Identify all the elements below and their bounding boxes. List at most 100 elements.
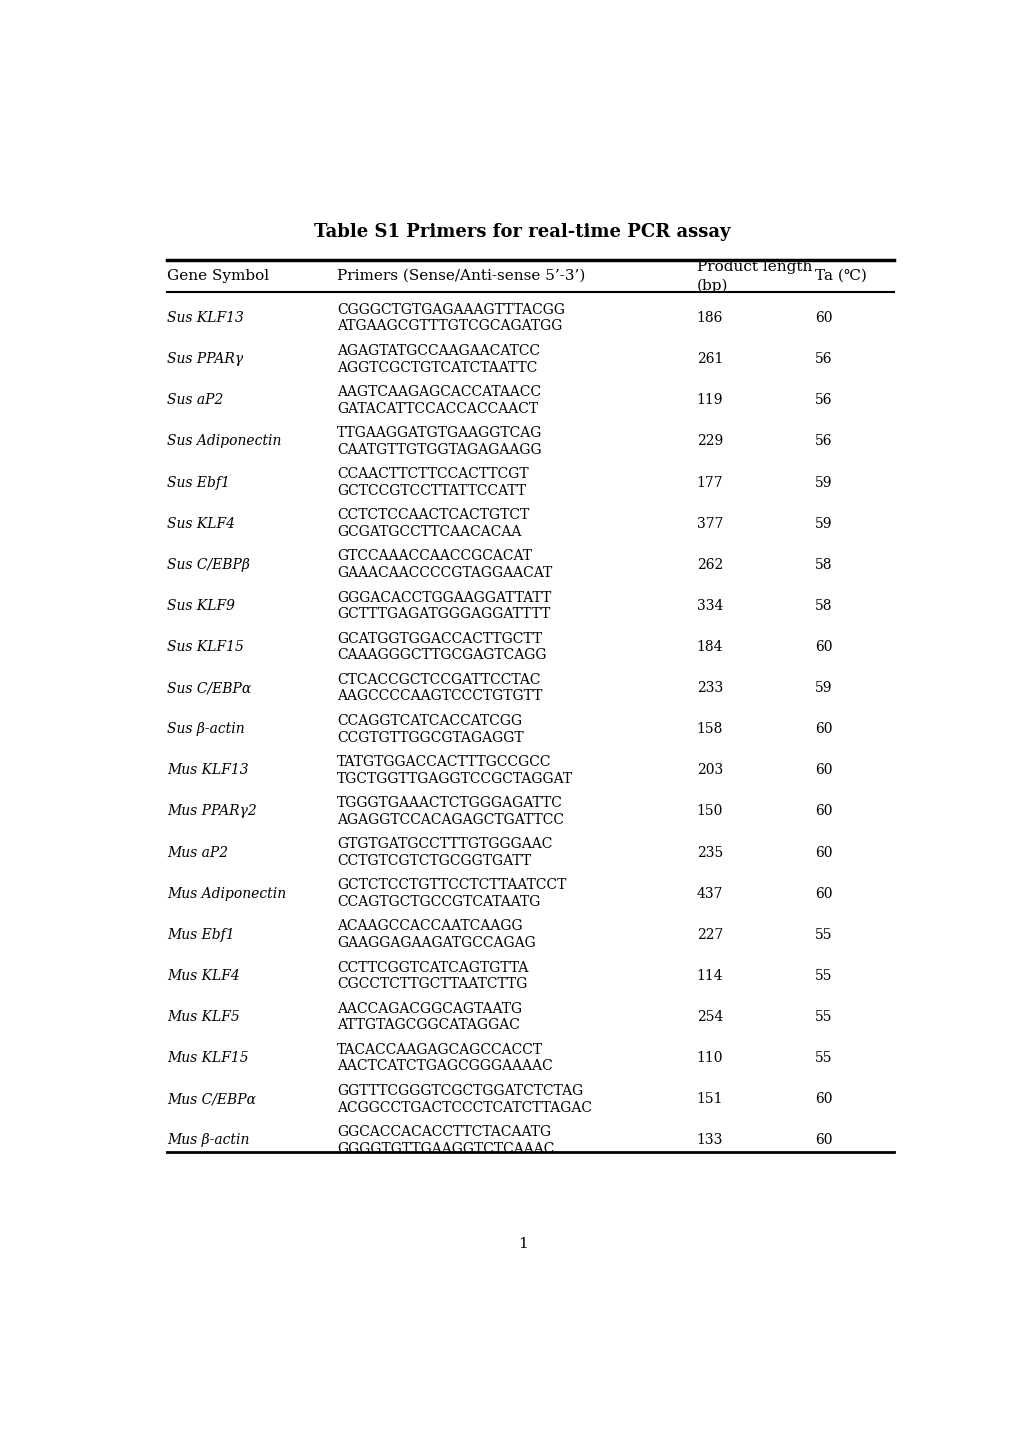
Text: AAGCCCCAAGTCCCTGTGTT: AAGCCCCAAGTCCCTGTGTT	[336, 690, 542, 704]
Text: AGGTCGCTGTCATCTAATTC: AGGTCGCTGTCATCTAATTC	[336, 361, 537, 375]
Text: ATTGTAGCGGCATAGGAC: ATTGTAGCGGCATAGGAC	[336, 1019, 520, 1032]
Text: Sus C/EBPα: Sus C/EBPα	[167, 681, 251, 696]
Text: GCTCCGTCCTTATTCCATT: GCTCCGTCCTTATTCCATT	[336, 483, 526, 498]
Text: Ta (℃): Ta (℃)	[814, 268, 866, 283]
Text: GAAGGAGAAGATGCCAGAG: GAAGGAGAAGATGCCAGAG	[336, 937, 535, 949]
Text: 60: 60	[814, 312, 832, 325]
Text: 55: 55	[814, 928, 832, 942]
Text: GCTCTCCTGTTCCTCTTAATCCT: GCTCTCCTGTTCCTCTTAATCCT	[336, 879, 566, 892]
Text: 186: 186	[696, 312, 722, 325]
Text: 58: 58	[814, 558, 832, 571]
Text: AACTCATCTGAGCGGGAAAAC: AACTCATCTGAGCGGGAAAAC	[336, 1059, 552, 1074]
Text: CCTTCGGTCATCAGTGTTA: CCTTCGGTCATCAGTGTTA	[336, 961, 528, 974]
Text: CCTGTCGTCTGCGGTGATT: CCTGTCGTCTGCGGTGATT	[336, 854, 531, 867]
Text: TGCTGGTTGAGGTCCGCTAGGAT: TGCTGGTTGAGGTCCGCTAGGAT	[336, 772, 573, 786]
Text: CCAGTGCTGCCGTCATAATG: CCAGTGCTGCCGTCATAATG	[336, 895, 540, 909]
Text: Sus C/EBPβ: Sus C/EBPβ	[167, 558, 250, 571]
Text: Gene Symbol: Gene Symbol	[167, 268, 269, 283]
Text: 59: 59	[814, 517, 832, 531]
Text: Mus KLF5: Mus KLF5	[167, 1010, 239, 1025]
Text: 177: 177	[696, 476, 722, 489]
Text: 334: 334	[696, 599, 722, 613]
Text: 60: 60	[814, 846, 832, 860]
Text: Sus β-actin: Sus β-actin	[167, 723, 245, 736]
Text: Mus Ebf1: Mus Ebf1	[167, 928, 234, 942]
Text: GATACATTCCACCACCAACT: GATACATTCCACCACCAACT	[336, 401, 538, 416]
Text: Mus aP2: Mus aP2	[167, 846, 228, 860]
Text: 119: 119	[696, 394, 722, 407]
Text: TTGAAGGATGTGAAGGTCAG: TTGAAGGATGTGAAGGTCAG	[336, 426, 542, 440]
Text: GTCCAAACCAACCGCACAT: GTCCAAACCAACCGCACAT	[336, 550, 532, 564]
Text: ACAAGCCACCAATCAAGG: ACAAGCCACCAATCAAGG	[336, 919, 522, 934]
Text: 55: 55	[814, 968, 832, 983]
Text: 151: 151	[696, 1092, 722, 1107]
Text: CCAACTTCTTCCACTTCGT: CCAACTTCTTCCACTTCGT	[336, 468, 528, 482]
Text: 60: 60	[814, 763, 832, 778]
Text: Sus PPARγ: Sus PPARγ	[167, 352, 243, 367]
Text: CCAGGTCATCACCATCGG: CCAGGTCATCACCATCGG	[336, 714, 522, 727]
Text: 150: 150	[696, 805, 722, 818]
Text: GGTTTCGGGTCGCTGGATCTCTAG: GGTTTCGGGTCGCTGGATCTCTAG	[336, 1084, 583, 1098]
Text: Sus KLF13: Sus KLF13	[167, 312, 244, 325]
Text: AACCAGACGGCAGTAATG: AACCAGACGGCAGTAATG	[336, 1001, 522, 1016]
Text: 56: 56	[814, 434, 832, 449]
Text: CCTCTCCAACTCACTGTCT: CCTCTCCAACTCACTGTCT	[336, 508, 529, 522]
Text: 158: 158	[696, 723, 722, 736]
Text: GCATGGTGGACCACTTGCTT: GCATGGTGGACCACTTGCTT	[336, 632, 541, 645]
Text: AGAGTATGCCAAGAACATCC: AGAGTATGCCAAGAACATCC	[336, 343, 540, 358]
Text: Primers (Sense/Anti-sense 5’-3’): Primers (Sense/Anti-sense 5’-3’)	[336, 268, 585, 283]
Text: CTCACCGCTCCGATTCCTAC: CTCACCGCTCCGATTCCTAC	[336, 672, 540, 687]
Text: TATGTGGACCACTTTGCCGCC: TATGTGGACCACTTTGCCGCC	[336, 755, 551, 769]
Text: 261: 261	[696, 352, 722, 367]
Text: Sus aP2: Sus aP2	[167, 394, 223, 407]
Text: (bp): (bp)	[696, 278, 728, 293]
Text: 254: 254	[696, 1010, 722, 1025]
Text: AGAGGTCCACAGAGCTGATTCC: AGAGGTCCACAGAGCTGATTCC	[336, 812, 564, 827]
Text: 229: 229	[696, 434, 722, 449]
Text: Mus β-actin: Mus β-actin	[167, 1133, 250, 1147]
Text: 60: 60	[814, 1133, 832, 1147]
Text: Table S1 Primers for real-time PCR assay: Table S1 Primers for real-time PCR assay	[314, 224, 731, 241]
Text: GAAACAACCCCGTAGGAACAT: GAAACAACCCCGTAGGAACAT	[336, 566, 551, 580]
Text: 203: 203	[696, 763, 722, 778]
Text: GGCACCACACCTTCTACAATG: GGCACCACACCTTCTACAATG	[336, 1126, 550, 1139]
Text: Product length: Product length	[696, 260, 811, 274]
Text: 377: 377	[696, 517, 722, 531]
Text: 437: 437	[696, 886, 722, 900]
Text: 114: 114	[696, 968, 722, 983]
Text: AAGTCAAGAGCACCATAACC: AAGTCAAGAGCACCATAACC	[336, 385, 540, 400]
Text: Sus Ebf1: Sus Ebf1	[167, 476, 229, 489]
Text: 60: 60	[814, 641, 832, 654]
Text: 58: 58	[814, 599, 832, 613]
Text: 60: 60	[814, 886, 832, 900]
Text: ATGAAGCGTTTGTCGCAGATGG: ATGAAGCGTTTGTCGCAGATGG	[336, 319, 561, 333]
Text: CAAAGGGCTTGCGAGTCAGG: CAAAGGGCTTGCGAGTCAGG	[336, 648, 546, 662]
Text: GGGGTGTTGAAGGTCTCAAAC: GGGGTGTTGAAGGTCTCAAAC	[336, 1141, 553, 1156]
Text: 227: 227	[696, 928, 722, 942]
Text: 233: 233	[696, 681, 722, 696]
Text: 60: 60	[814, 723, 832, 736]
Text: Mus C/EBPα: Mus C/EBPα	[167, 1092, 256, 1107]
Text: 59: 59	[814, 476, 832, 489]
Text: TGGGTGAAACTCTGGGAGATTC: TGGGTGAAACTCTGGGAGATTC	[336, 797, 562, 810]
Text: GCGATGCCTTCAACACAA: GCGATGCCTTCAACACAA	[336, 525, 521, 540]
Text: 60: 60	[814, 1092, 832, 1107]
Text: Mus Adiponectin: Mus Adiponectin	[167, 886, 286, 900]
Text: 60: 60	[814, 805, 832, 818]
Text: Mus KLF15: Mus KLF15	[167, 1051, 249, 1065]
Text: 110: 110	[696, 1051, 722, 1065]
Text: Mus KLF4: Mus KLF4	[167, 968, 239, 983]
Text: ACGGCCTGACTCCCTCATCTTAGAC: ACGGCCTGACTCCCTCATCTTAGAC	[336, 1101, 591, 1114]
Text: 133: 133	[696, 1133, 722, 1147]
Text: 235: 235	[696, 846, 722, 860]
Text: GTGTGATGCCTTTGTGGGAAC: GTGTGATGCCTTTGTGGGAAC	[336, 837, 552, 851]
Text: GGGACACCTGGAAGGATTATT: GGGACACCTGGAAGGATTATT	[336, 590, 550, 605]
Text: 56: 56	[814, 352, 832, 367]
Text: Sus KLF9: Sus KLF9	[167, 599, 234, 613]
Text: 59: 59	[814, 681, 832, 696]
Text: Mus PPARγ2: Mus PPARγ2	[167, 805, 257, 818]
Text: 184: 184	[696, 641, 722, 654]
Text: 55: 55	[814, 1010, 832, 1025]
Text: 56: 56	[814, 394, 832, 407]
Text: CCGTGTTGGCGTAGAGGT: CCGTGTTGGCGTAGAGGT	[336, 730, 523, 745]
